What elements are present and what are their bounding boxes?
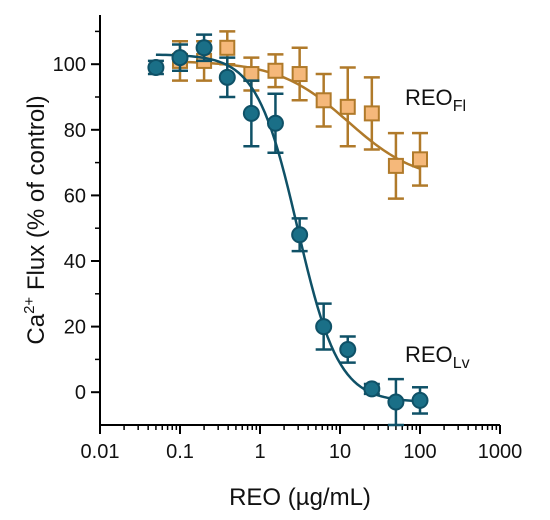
x-ticks: 0.01 0.1 1 10 100 1000 [81, 425, 523, 463]
y-axis-title-suffix: Flux (% of control) [23, 95, 50, 296]
data-point [219, 39, 236, 56]
series-label-lv-sub: Lv [453, 355, 470, 372]
data-point [411, 391, 429, 409]
x-tick-label: 10 [329, 441, 351, 463]
x-tick-label: 0.01 [81, 441, 120, 463]
axes: 0.01 0.1 1 10 100 1000 0 20 40 60 80 100 [53, 15, 523, 463]
data-point [315, 92, 332, 109]
data-point [363, 380, 381, 398]
data-point [339, 98, 356, 115]
series-1 [147, 33, 429, 427]
y-tick-label: 80 [64, 120, 86, 142]
data-point [195, 39, 213, 57]
series-label-fl-main: REO [405, 85, 453, 110]
data-point [291, 66, 308, 83]
series-0 [172, 30, 428, 200]
data-point [242, 104, 260, 122]
y-tick-label: 0 [75, 382, 86, 404]
data-point [147, 58, 165, 76]
series-label-lv: REOLv [405, 342, 470, 372]
data-point [291, 226, 309, 244]
data-point [171, 49, 189, 67]
data-point [315, 318, 333, 336]
y-tick-label: 100 [53, 54, 86, 76]
y-ticks: 0 20 40 60 80 100 [53, 30, 100, 404]
y-tick-label: 60 [64, 185, 86, 207]
fit-curve-1 [155, 53, 421, 403]
y-axis-title-superscript: 2+ [21, 297, 38, 314]
series-label-lv-main: REO [405, 342, 453, 367]
x-tick-label: 1000 [478, 441, 523, 463]
x-tick-label: 0.1 [166, 441, 194, 463]
series-label-fl: REOFl [405, 85, 466, 115]
y-axis-title-prefix: Ca [23, 313, 50, 344]
y-tick-label: 20 [64, 317, 86, 339]
data-point [266, 114, 284, 132]
data-point [339, 341, 357, 359]
data-point [387, 393, 405, 411]
plot-content [147, 30, 429, 427]
data-point [363, 105, 380, 122]
x-tick-label: 100 [403, 441, 436, 463]
y-axis-title: Ca2+ Flux (% of control) [21, 95, 50, 344]
y-tick-label: 40 [64, 251, 86, 273]
data-point [267, 62, 284, 79]
x-axis-title: REO (µg/mL) [229, 484, 371, 511]
x-tick-label: 1 [254, 441, 265, 463]
series-label-fl-sub: Fl [453, 98, 466, 115]
data-point [387, 157, 404, 174]
data-point [218, 68, 236, 86]
data-point [412, 151, 428, 168]
